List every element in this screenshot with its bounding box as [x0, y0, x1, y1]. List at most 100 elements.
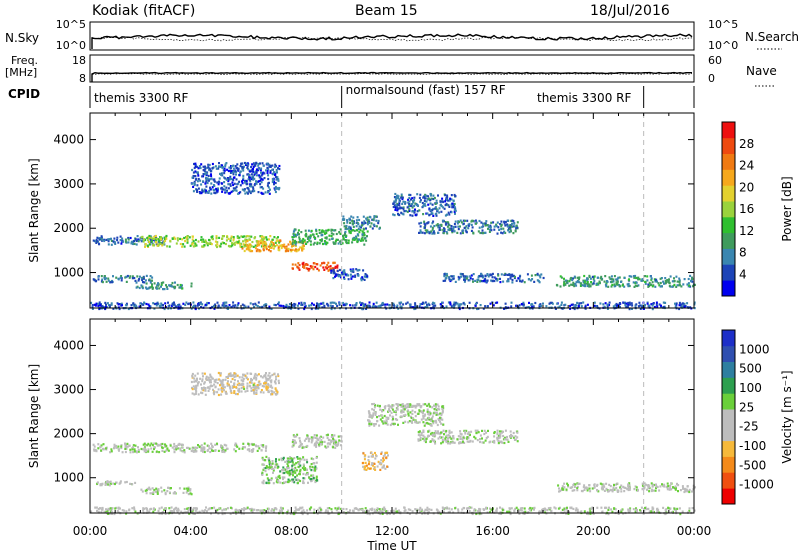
echo-cell — [107, 483, 110, 486]
echo-cell — [323, 232, 326, 235]
echo-cell — [162, 288, 164, 291]
echo-cell — [179, 447, 182, 450]
echo-cell — [274, 187, 277, 190]
echo-cell — [650, 482, 653, 485]
echo-cell — [372, 412, 375, 415]
echo-cell — [146, 238, 149, 241]
echo-cell — [287, 249, 290, 253]
echo-cell — [693, 283, 696, 286]
echo-cell — [368, 420, 371, 423]
echo-cell — [411, 409, 414, 412]
echo-cell — [233, 372, 236, 375]
echo-cell — [289, 240, 292, 243]
echo-cell — [145, 302, 148, 306]
echo-cell — [394, 409, 397, 413]
echo-cell — [361, 236, 364, 239]
echo-cell — [417, 433, 420, 437]
echo-cell — [428, 416, 431, 419]
echo-cell — [213, 191, 216, 194]
echo-cell — [446, 221, 449, 224]
echo-cell — [471, 440, 474, 443]
echo-cell — [261, 376, 264, 379]
echo-cell — [608, 483, 611, 486]
echo-cell — [665, 485, 668, 488]
echo-cell — [433, 420, 436, 423]
echo-cell — [227, 187, 230, 190]
echo-cell — [467, 227, 470, 230]
echo-cell — [512, 274, 515, 277]
echo-cell — [227, 169, 230, 173]
echo-cell — [237, 192, 240, 195]
echo-cell — [104, 447, 107, 450]
echo-cell — [292, 232, 295, 235]
echo-cell — [103, 275, 106, 278]
echo-cell — [668, 284, 671, 287]
echo-cell — [310, 463, 313, 466]
echo-cell — [464, 279, 467, 282]
echo-cell — [348, 225, 351, 228]
echo-cell — [291, 459, 294, 462]
echo-cell — [600, 275, 603, 278]
echo-cell — [96, 482, 99, 485]
echo-cell — [676, 280, 679, 283]
echo-cell — [497, 273, 500, 276]
echo-cell — [419, 199, 422, 202]
echo-cell — [250, 177, 253, 181]
echo-cell — [578, 302, 581, 305]
echo-cell — [534, 301, 537, 305]
echo-cell — [692, 488, 695, 491]
echo-cell — [265, 385, 268, 388]
echo-cell — [200, 306, 202, 309]
echo-cell — [192, 240, 195, 243]
echo-cell — [595, 282, 598, 285]
echo-cell — [227, 237, 230, 240]
echo-cell — [493, 276, 496, 279]
echo-cell — [622, 301, 625, 304]
echo-cell — [375, 305, 378, 308]
echo-cell — [195, 450, 198, 453]
echo-cell — [229, 184, 232, 187]
echo-cell — [410, 405, 413, 408]
echo-cell — [124, 444, 127, 447]
echo-cell — [129, 482, 132, 485]
echo-cell — [603, 280, 606, 283]
echo-cell — [232, 236, 235, 239]
echo-cell — [378, 415, 380, 418]
echo-cell — [272, 482, 275, 485]
echo-cell — [144, 286, 147, 289]
echo-cell — [241, 180, 243, 183]
echo-cell — [313, 262, 316, 265]
echo-cell — [125, 280, 128, 283]
echo-cell — [191, 388, 194, 391]
echo-cell — [225, 392, 228, 395]
echo-cell — [177, 304, 179, 307]
echo-cell — [291, 472, 294, 475]
echo-cell — [397, 197, 400, 200]
echo-cell — [325, 231, 328, 235]
echo-cell — [178, 303, 181, 306]
echo-cell — [422, 205, 425, 208]
echo-cell — [444, 277, 447, 280]
echo-cell — [396, 403, 399, 406]
echo-cell — [661, 483, 663, 486]
echo-cell — [345, 224, 348, 228]
echo-cell — [380, 451, 383, 454]
echo-cell — [155, 243, 158, 246]
echo-cell — [173, 286, 176, 289]
echo-cell — [115, 276, 118, 279]
echo-cell — [635, 303, 638, 306]
echo-cell — [467, 437, 470, 440]
echo-cell — [207, 174, 210, 177]
echo-cell — [201, 447, 204, 450]
echo-cell — [213, 304, 215, 307]
echo-cell — [166, 447, 169, 450]
echo-cell — [489, 302, 492, 305]
echo-cell — [441, 441, 444, 444]
echo-cell — [630, 275, 633, 278]
echo-cell — [225, 162, 228, 165]
echo-cell — [232, 167, 235, 170]
echo-cell — [643, 305, 646, 308]
echo-cell — [627, 301, 630, 305]
echo-cell — [426, 408, 429, 411]
echo-cell — [496, 436, 499, 439]
